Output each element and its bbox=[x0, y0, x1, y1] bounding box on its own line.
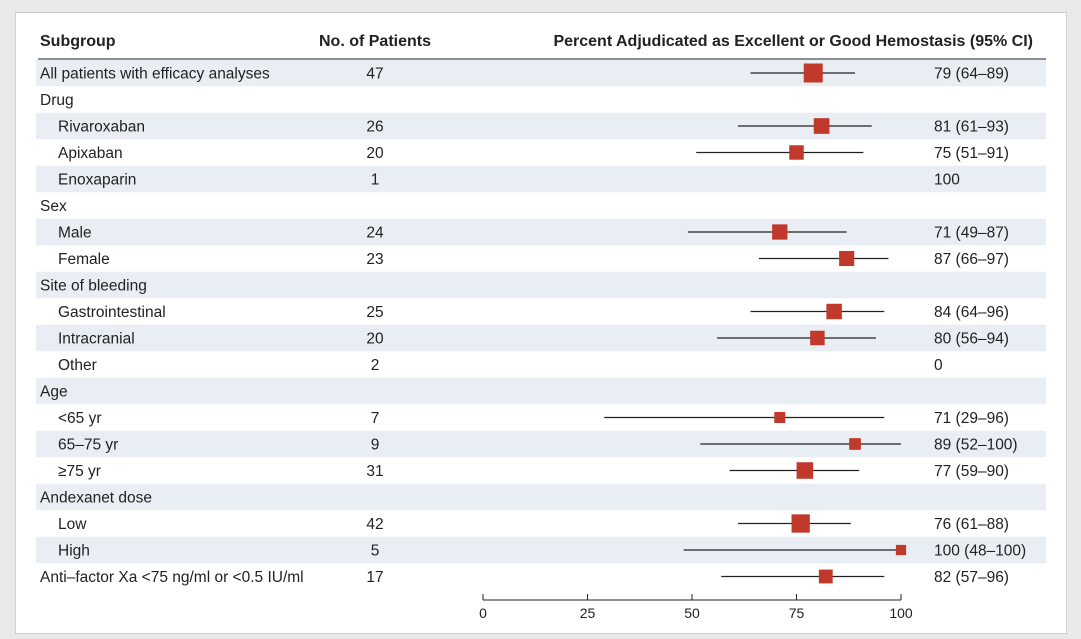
row-15-ci-text: 77 (59–90) bbox=[934, 463, 1009, 480]
row-7-ci-text: 87 (66–97) bbox=[934, 251, 1009, 268]
header-patients: No. of Patients bbox=[319, 33, 431, 50]
forest-plot-panel: Subgroup No. of Patients Percent Adjudic… bbox=[15, 12, 1067, 634]
row-5-label: Sex bbox=[40, 198, 67, 215]
row-14-n: 9 bbox=[371, 437, 380, 454]
row-9-ci-text: 84 (64–96) bbox=[934, 304, 1009, 321]
row-15-n: 31 bbox=[366, 463, 383, 480]
row-13-n: 7 bbox=[371, 410, 380, 427]
row-17-label: Low bbox=[58, 516, 87, 533]
row-stripes bbox=[36, 59, 1046, 564]
row-6-n: 24 bbox=[366, 225, 384, 242]
row-4-n: 1 bbox=[371, 172, 380, 189]
row-13-ci-text: 71 (29–96) bbox=[934, 410, 1009, 427]
row-14-point-estimate bbox=[849, 438, 861, 450]
row-13-label: <65 yr bbox=[58, 410, 102, 427]
row-17-n: 42 bbox=[366, 516, 383, 533]
row-17-ci-text: 76 (61–88) bbox=[934, 516, 1009, 533]
row-19-point-estimate bbox=[818, 569, 833, 584]
row-0-stripe bbox=[36, 59, 1046, 87]
row-4-ci-text: 100 bbox=[934, 172, 960, 189]
row-10-ci-text: 80 (56–94) bbox=[934, 331, 1009, 348]
forest-plot: Subgroup No. of Patients Percent Adjudic… bbox=[36, 33, 1046, 621]
row-19-label: Anti–factor Xa <75 ng/ml or <0.5 IU/ml bbox=[40, 569, 304, 586]
x-axis: 0 25 50 75 100 bbox=[479, 594, 913, 621]
row-14-ci-text: 89 (52–100) bbox=[934, 437, 1018, 454]
row-0-label: All patients with efficacy analyses bbox=[40, 66, 270, 83]
row-2-n: 26 bbox=[366, 119, 383, 136]
row-18-ci-text: 100 (48–100) bbox=[934, 543, 1026, 560]
row-3-ci-text: 75 (51–91) bbox=[934, 145, 1009, 162]
row-4-stripe bbox=[36, 165, 1046, 193]
row-0-n: 47 bbox=[366, 66, 383, 83]
row-7-point-estimate bbox=[839, 250, 855, 267]
row-18-point-estimate bbox=[895, 544, 907, 556]
header-estimate: Percent Adjudicated as Excellent or Good… bbox=[553, 33, 1033, 50]
row-6-stripe bbox=[36, 218, 1046, 246]
row-2-label: Rivaroxaban bbox=[58, 119, 145, 136]
forest-rows: All patients with efficacy analyses 47 79 … bbox=[40, 63, 1026, 586]
row-10-n: 20 bbox=[366, 331, 384, 348]
row-3-point-estimate bbox=[789, 145, 804, 160]
row-17-point-estimate bbox=[791, 514, 810, 533]
row-12-label: Age bbox=[40, 384, 68, 401]
x-tick-label-4: 100 bbox=[889, 605, 913, 621]
row-0-ci-text: 79 (64–89) bbox=[934, 66, 1009, 83]
x-tick-label-3: 75 bbox=[789, 605, 805, 621]
row-19-ci-text: 82 (57–96) bbox=[934, 569, 1009, 586]
row-8-label: Site of bleeding bbox=[40, 278, 147, 295]
row-11-ci-text: 0 bbox=[934, 357, 943, 374]
row-18-n: 5 bbox=[371, 543, 380, 560]
row-12-stripe bbox=[36, 377, 1046, 405]
row-16-stripe bbox=[36, 483, 1046, 511]
row-19-n: 17 bbox=[366, 569, 383, 586]
row-9-n: 25 bbox=[366, 304, 383, 321]
row-6-ci-text: 71 (49–87) bbox=[934, 225, 1009, 242]
x-tick-label-2: 50 bbox=[684, 605, 700, 621]
row-10-label: Intracranial bbox=[58, 331, 135, 348]
row-13-point-estimate bbox=[774, 411, 786, 424]
row-2-point-estimate bbox=[813, 118, 830, 134]
row-8-stripe bbox=[36, 271, 1046, 299]
row-16-label: Andexanet dose bbox=[40, 490, 152, 507]
row-11-n: 2 bbox=[371, 357, 380, 374]
row-6-label: Male bbox=[58, 225, 92, 242]
row-7-label: Female bbox=[58, 251, 110, 268]
header-subgroup: Subgroup bbox=[40, 33, 116, 50]
row-4-label: Enoxaparin bbox=[58, 172, 136, 189]
row-10-stripe bbox=[36, 324, 1046, 352]
row-1-label: Drug bbox=[40, 92, 74, 109]
row-0-point-estimate bbox=[803, 63, 823, 83]
row-7-n: 23 bbox=[366, 251, 383, 268]
x-tick-label-0: 0 bbox=[479, 605, 487, 621]
row-2-stripe bbox=[36, 112, 1046, 140]
row-18-label: High bbox=[58, 543, 90, 560]
row-14-label: 65–75 yr bbox=[58, 437, 118, 454]
row-9-label: Gastrointestinal bbox=[58, 304, 166, 321]
row-11-label: Other bbox=[58, 357, 97, 374]
row-15-point-estimate bbox=[796, 462, 814, 479]
row-3-label: Apixaban bbox=[58, 145, 123, 162]
row-6-point-estimate bbox=[772, 224, 788, 240]
row-9-point-estimate bbox=[826, 303, 842, 320]
x-tick-label-1: 25 bbox=[580, 605, 596, 621]
row-10-point-estimate bbox=[810, 330, 825, 346]
row-2-ci-text: 81 (61–93) bbox=[934, 119, 1009, 136]
row-15-label: ≥75 yr bbox=[58, 463, 101, 480]
row-3-n: 20 bbox=[366, 145, 384, 162]
